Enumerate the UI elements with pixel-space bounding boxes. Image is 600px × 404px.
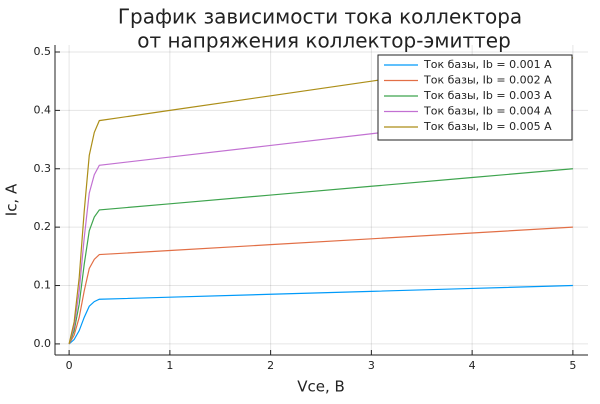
series-line <box>68 168 573 345</box>
chart-title: График зависимости тока коллектора <box>118 5 522 29</box>
y-tick-label: 0.2 <box>34 220 52 233</box>
x-tick-label: 5 <box>569 359 576 372</box>
series-line <box>68 57 573 345</box>
legend-label: Ток базы, Ib = 0.003 A <box>423 89 552 102</box>
legend-label: Ток базы, Ib = 0.004 A <box>423 105 552 118</box>
y-tick-label: 0.3 <box>34 162 52 175</box>
y-tick-label: 0.4 <box>34 103 52 116</box>
legend-label: Ток базы, Ib = 0.002 A <box>423 74 552 87</box>
x-axis-label: Vce, B <box>297 378 345 396</box>
series-line <box>68 226 573 345</box>
y-tick-label: 0.5 <box>34 45 52 58</box>
y-axis-label: Ic, A <box>3 183 21 216</box>
chart-title: от напряжения коллектор-эмиттер <box>137 29 511 53</box>
y-tick-label: 0.0 <box>34 337 52 350</box>
legend-label: Ток базы, Ib = 0.001 A <box>423 58 552 71</box>
series-line <box>68 284 573 345</box>
x-tick-label: 4 <box>469 359 476 372</box>
legend-label: Ток базы, Ib = 0.005 A <box>423 120 552 133</box>
y-tick-label: 0.1 <box>34 279 52 292</box>
legend-box <box>377 54 573 141</box>
x-tick-label: 0 <box>66 359 73 372</box>
x-tick-label: 2 <box>267 359 274 372</box>
series-line <box>68 109 573 345</box>
x-tick-label: 3 <box>368 359 375 372</box>
x-tick-label: 1 <box>166 359 173 372</box>
